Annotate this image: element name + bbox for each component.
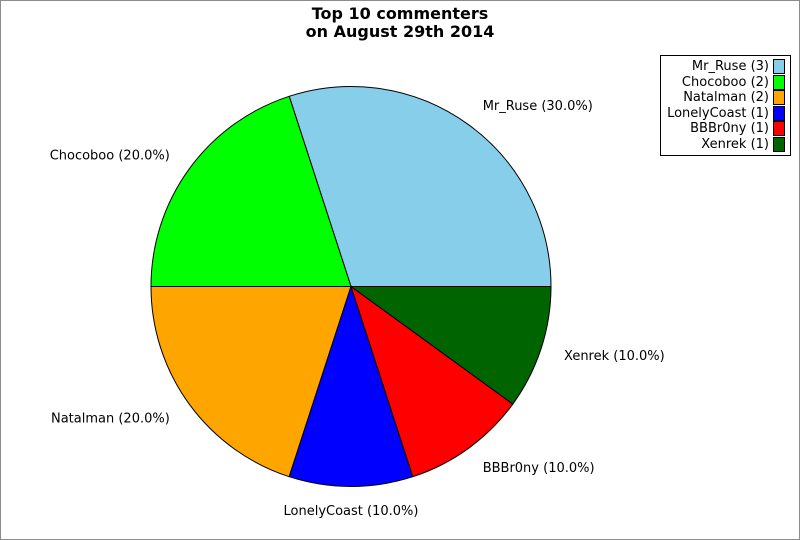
slice-label-Xenrek: Xenrek (10.0%) <box>564 349 665 364</box>
chart-title-line2: on August 29th 2014 <box>305 22 495 41</box>
legend-box: Mr_Ruse (3) Chocoboo (2) Natalman (2) Lonel… <box>660 55 791 156</box>
pie-slice-LonelyCoast <box>288 284 414 487</box>
legend-entry-Xenrek: Xenrek (1) <box>666 136 785 152</box>
legend-entry-label: LonelyCoast (1) <box>667 105 769 121</box>
pie-slice-BBBr0ny <box>350 285 514 478</box>
legend-entry-label: Chocoboo (2) <box>681 74 769 90</box>
legend-entry-label: Xenrek (1) <box>701 136 769 152</box>
legend-entry-LonelyCoast: LonelyCoast (1) <box>666 105 785 121</box>
legend-swatch-Chocoboo <box>773 74 785 90</box>
legend-entry-Chocoboo: Chocoboo (2) <box>666 74 785 90</box>
chart-title-line1: Top 10 commenters <box>311 4 489 23</box>
legend-swatch-Xenrek <box>773 136 785 152</box>
slice-label-LonelyCoast: LonelyCoast (10.0%) <box>284 504 419 519</box>
legend-swatch-Natalman <box>773 90 785 106</box>
slice-label-Mr_Ruse: Mr_Ruse (30.0%) <box>483 99 593 114</box>
legend-entry-BBBr0ny: BBBr0ny (1) <box>666 121 785 137</box>
legend-entry-label: Mr_Ruse (3) <box>691 59 769 75</box>
legend-entry-label: Natalman (2) <box>683 90 769 106</box>
pie-slice-Xenrek <box>349 286 552 405</box>
legend-entry-label: BBBr0ny (1) <box>690 121 769 137</box>
chart-title: Top 10 commenters on August 29th 2014 <box>1 5 799 41</box>
legend-swatch-LonelyCoast <box>773 105 785 121</box>
legend-entry-Mr_Ruse: Mr_Ruse (3) <box>666 59 785 75</box>
pie-slice-Chocoboo <box>150 95 352 287</box>
slice-label-Natalman: Natalman (20.0%) <box>51 412 170 427</box>
slice-label-BBBr0ny: BBBr0ny (10.0%) <box>483 461 595 476</box>
legend-swatch-Mr_Ruse <box>773 59 785 75</box>
pie-slice-Mr_Ruse <box>288 86 552 287</box>
legend-swatch-BBBr0ny <box>773 121 785 137</box>
legend-entry-Natalman: Natalman (2) <box>666 90 785 106</box>
slice-label-Chocoboo: Chocoboo (20.0%) <box>50 148 170 163</box>
pie-slice-Natalman <box>150 286 352 478</box>
